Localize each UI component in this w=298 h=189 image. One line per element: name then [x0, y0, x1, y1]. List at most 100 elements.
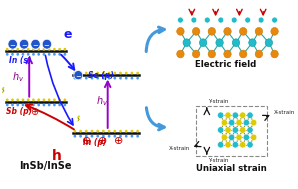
Circle shape: [79, 135, 82, 138]
Circle shape: [74, 135, 76, 138]
Circle shape: [6, 53, 9, 56]
Circle shape: [229, 134, 235, 141]
Circle shape: [27, 53, 30, 56]
Circle shape: [131, 130, 133, 132]
Text: Se (p): Se (p): [88, 71, 114, 80]
Circle shape: [48, 48, 51, 51]
Circle shape: [271, 27, 278, 35]
Circle shape: [32, 48, 35, 51]
Circle shape: [232, 127, 238, 133]
Circle shape: [131, 72, 133, 74]
Circle shape: [85, 135, 88, 138]
Text: $-$: $-$: [9, 41, 16, 47]
Circle shape: [102, 130, 105, 132]
Circle shape: [131, 135, 133, 138]
Bar: [196, 106, 267, 156]
Circle shape: [119, 130, 122, 132]
Circle shape: [91, 130, 93, 132]
Circle shape: [63, 104, 66, 106]
Circle shape: [136, 130, 139, 132]
Circle shape: [53, 98, 56, 101]
Circle shape: [11, 48, 14, 51]
Circle shape: [204, 17, 210, 23]
Circle shape: [79, 130, 82, 132]
Circle shape: [74, 130, 76, 132]
Circle shape: [232, 112, 238, 119]
Circle shape: [225, 141, 231, 148]
Circle shape: [27, 98, 30, 101]
Circle shape: [125, 130, 128, 132]
Circle shape: [193, 27, 200, 35]
Circle shape: [255, 27, 263, 35]
Circle shape: [58, 48, 61, 51]
Circle shape: [32, 53, 35, 56]
Circle shape: [74, 72, 76, 74]
Circle shape: [218, 127, 224, 133]
Circle shape: [218, 112, 224, 119]
Text: Y-strain: Y-strain: [208, 158, 229, 163]
Circle shape: [96, 130, 99, 132]
Circle shape: [236, 119, 242, 126]
Circle shape: [177, 50, 184, 58]
Circle shape: [177, 27, 184, 35]
Circle shape: [208, 27, 215, 35]
Circle shape: [224, 27, 231, 35]
Circle shape: [6, 104, 9, 106]
Circle shape: [6, 98, 9, 101]
Circle shape: [247, 112, 253, 119]
Circle shape: [114, 135, 116, 138]
Circle shape: [27, 104, 30, 106]
Text: X-strain: X-strain: [274, 110, 295, 115]
Circle shape: [43, 53, 45, 56]
Circle shape: [191, 17, 197, 23]
Circle shape: [48, 53, 51, 56]
Circle shape: [63, 98, 66, 101]
Circle shape: [6, 48, 9, 51]
Circle shape: [251, 119, 257, 126]
Circle shape: [16, 48, 19, 51]
Circle shape: [102, 135, 105, 138]
Text: InSb/InSe: InSb/InSe: [19, 161, 71, 171]
Circle shape: [249, 39, 256, 46]
Circle shape: [37, 48, 40, 51]
Text: Y-strain: Y-strain: [208, 99, 229, 104]
Circle shape: [91, 135, 93, 138]
Circle shape: [125, 72, 128, 74]
Circle shape: [208, 50, 215, 58]
Circle shape: [178, 17, 183, 23]
Polygon shape: [77, 116, 80, 122]
Circle shape: [37, 98, 40, 101]
Text: $-$: $-$: [75, 72, 82, 78]
Text: Sb (p): Sb (p): [6, 107, 32, 116]
Text: $\oplus$: $\oplus$: [113, 135, 123, 146]
Circle shape: [21, 48, 24, 51]
Circle shape: [114, 130, 116, 132]
Circle shape: [229, 119, 235, 126]
Circle shape: [119, 72, 122, 74]
Circle shape: [199, 39, 207, 46]
Circle shape: [79, 77, 82, 80]
Circle shape: [31, 39, 40, 49]
Circle shape: [21, 98, 24, 101]
Circle shape: [43, 48, 45, 51]
Circle shape: [53, 53, 56, 56]
Text: In (s): In (s): [9, 56, 31, 65]
Circle shape: [74, 70, 83, 80]
Circle shape: [63, 53, 66, 56]
Text: $-$: $-$: [32, 41, 39, 47]
Circle shape: [225, 112, 231, 119]
Circle shape: [251, 134, 257, 141]
Circle shape: [96, 77, 99, 80]
Circle shape: [224, 50, 231, 58]
Circle shape: [240, 112, 246, 119]
Text: $\oplus$: $\oplus$: [30, 106, 39, 117]
Circle shape: [63, 48, 66, 51]
Circle shape: [183, 39, 190, 46]
Text: $h_v$: $h_v$: [12, 70, 24, 84]
Circle shape: [58, 104, 61, 106]
Circle shape: [32, 104, 35, 106]
Circle shape: [245, 17, 251, 23]
Circle shape: [193, 50, 200, 58]
Circle shape: [58, 98, 61, 101]
Circle shape: [43, 104, 45, 106]
